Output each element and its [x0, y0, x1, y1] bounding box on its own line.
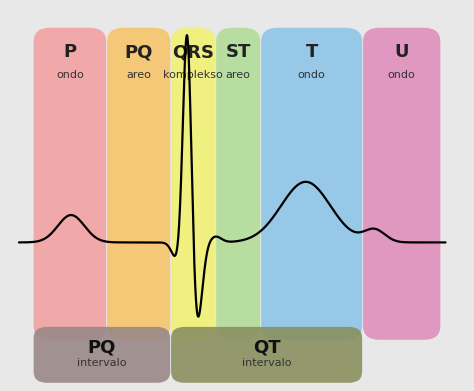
- Text: QT: QT: [253, 339, 281, 357]
- Text: intervalo: intervalo: [242, 359, 292, 368]
- Text: P: P: [64, 43, 76, 61]
- FancyBboxPatch shape: [34, 327, 170, 383]
- Text: PQ: PQ: [88, 339, 116, 357]
- FancyBboxPatch shape: [363, 28, 440, 340]
- Text: intervalo: intervalo: [77, 359, 127, 368]
- Text: ondo: ondo: [56, 70, 84, 81]
- FancyBboxPatch shape: [171, 327, 362, 383]
- FancyBboxPatch shape: [216, 28, 260, 340]
- FancyBboxPatch shape: [34, 28, 106, 340]
- Text: PQ: PQ: [125, 43, 153, 61]
- Text: areo: areo: [126, 70, 151, 81]
- Text: U: U: [394, 43, 409, 61]
- FancyBboxPatch shape: [261, 28, 362, 340]
- Text: areo: areo: [226, 70, 251, 81]
- Text: ST: ST: [226, 43, 251, 61]
- Text: T: T: [305, 43, 318, 61]
- Text: ondo: ondo: [388, 70, 416, 81]
- Text: ondo: ondo: [298, 70, 326, 81]
- FancyBboxPatch shape: [107, 28, 170, 340]
- FancyBboxPatch shape: [171, 28, 215, 340]
- Text: QRS: QRS: [172, 43, 214, 61]
- Text: komplekso: komplekso: [163, 70, 223, 81]
